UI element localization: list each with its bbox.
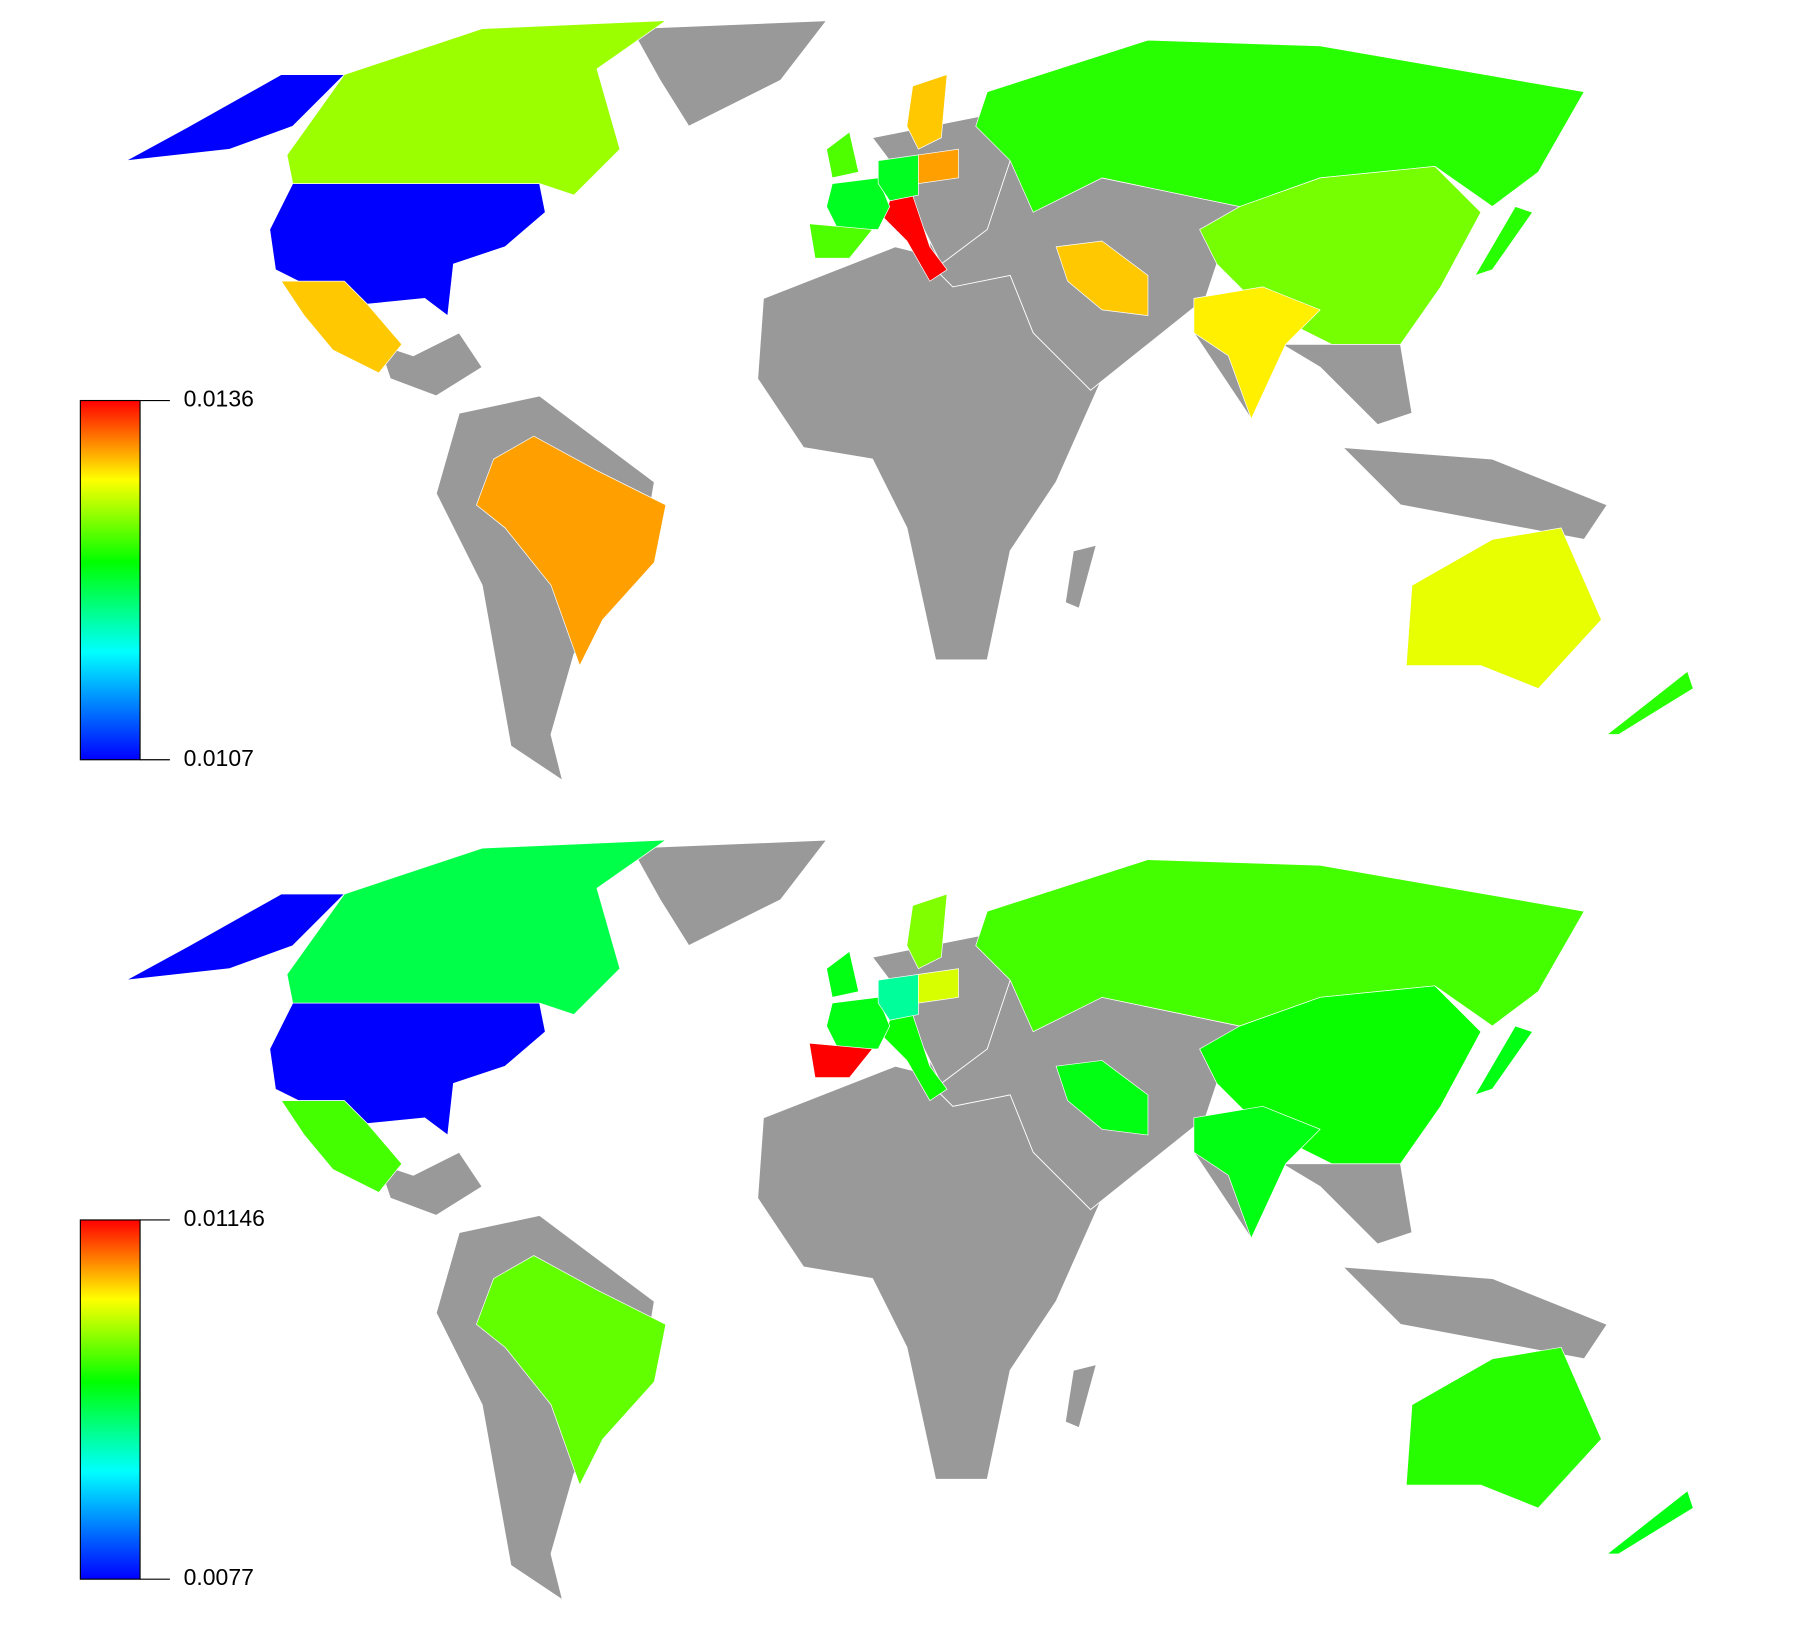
colorbar-label: 0.01146 [184, 1205, 265, 1231]
country [269, 183, 546, 317]
world-map: 0.01146 0.0077 [79, 839, 1694, 1601]
country [475, 1255, 667, 1486]
country [286, 839, 667, 1015]
country [918, 148, 959, 185]
country [808, 223, 874, 259]
colorbar-label: 0.0107 [184, 745, 254, 771]
country [1055, 1060, 1149, 1136]
country [286, 20, 667, 196]
country [877, 973, 919, 1021]
country [918, 968, 959, 1004]
colorbar [79, 399, 141, 761]
country [975, 39, 1585, 213]
country [906, 893, 948, 970]
colorbar [79, 1219, 141, 1580]
country [883, 1014, 948, 1102]
world-map: 0.0136 0.0107 [79, 20, 1694, 781]
country [475, 435, 667, 667]
country [808, 1042, 874, 1078]
colorbar-label: 0.0136 [184, 386, 254, 412]
country [1474, 1025, 1534, 1096]
country [1193, 286, 1321, 420]
country [1606, 1490, 1694, 1555]
country [826, 131, 860, 179]
country [1405, 1346, 1602, 1509]
country [126, 893, 346, 981]
country [280, 1100, 403, 1193]
country [826, 950, 860, 998]
country [906, 74, 948, 150]
country [1055, 240, 1149, 316]
country [1606, 670, 1694, 735]
country [1405, 527, 1602, 690]
country [1193, 1105, 1321, 1240]
country [1474, 206, 1534, 277]
colorbar-label: 0.0077 [184, 1564, 254, 1590]
country [269, 1002, 546, 1136]
country [883, 194, 948, 282]
country [126, 74, 346, 162]
country [877, 154, 919, 202]
country [280, 280, 403, 374]
country [975, 859, 1585, 1033]
